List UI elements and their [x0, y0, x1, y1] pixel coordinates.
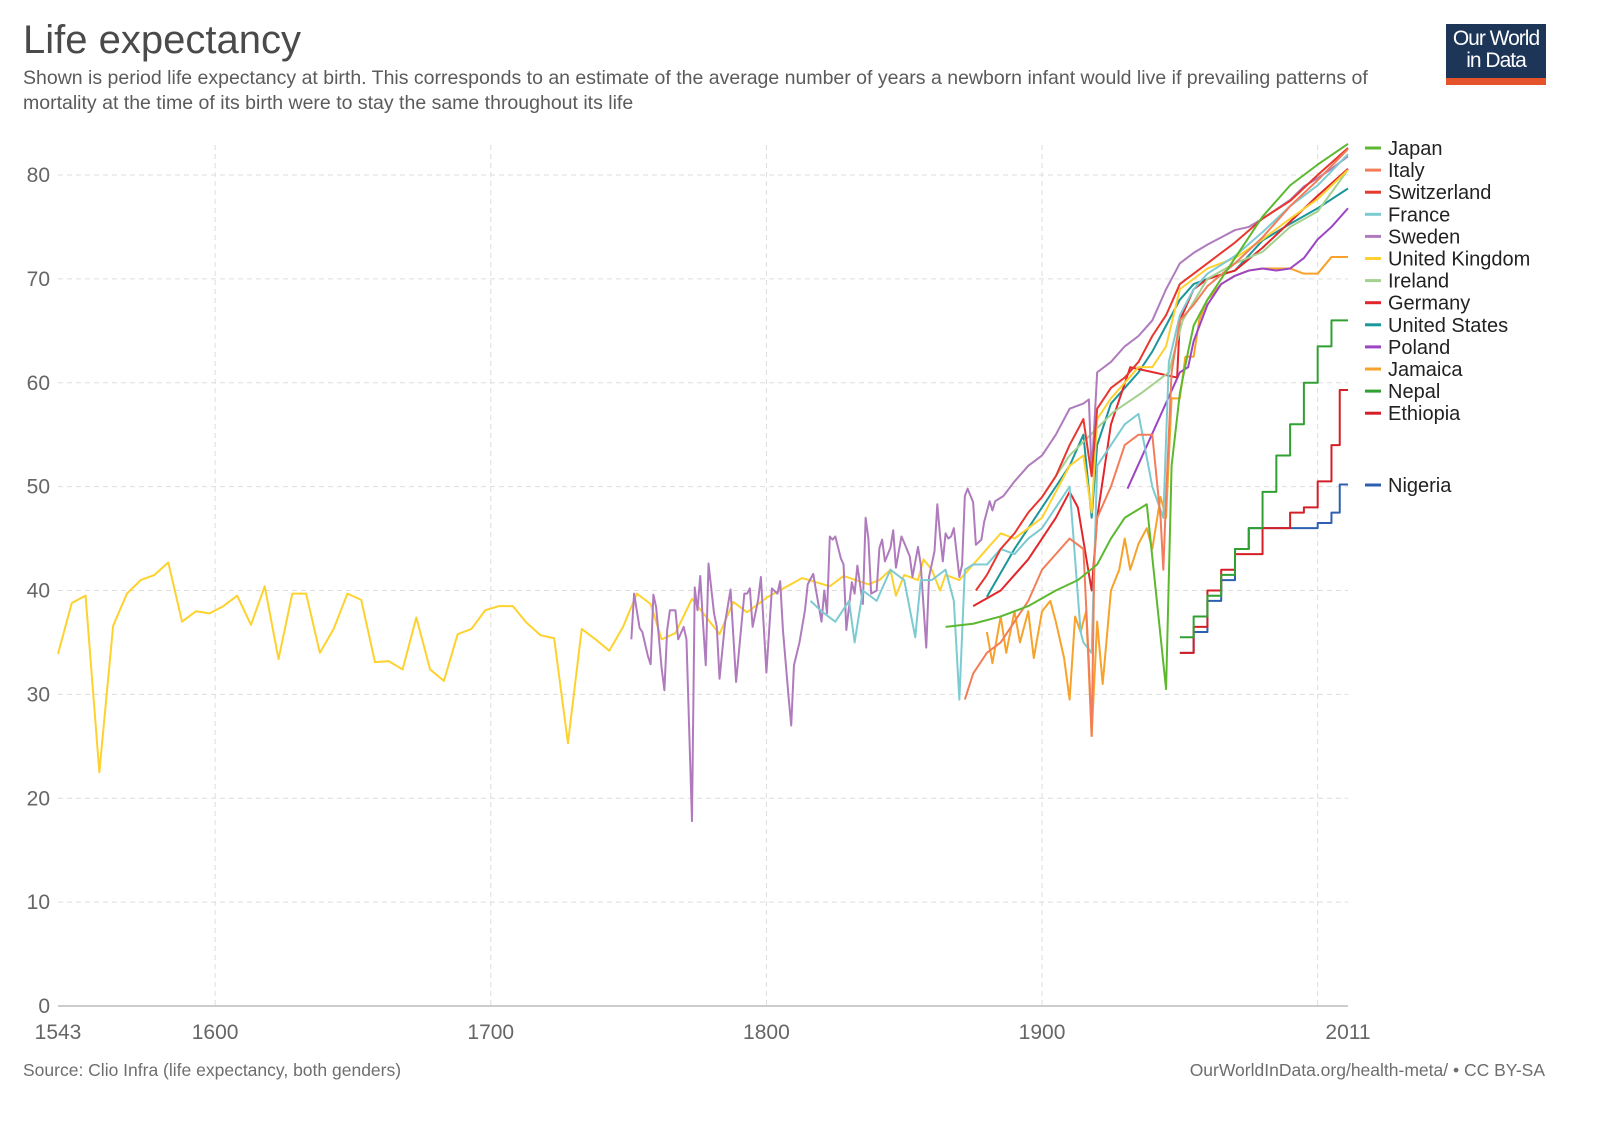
- series-line-germany[interactable]: [972, 168, 1349, 607]
- legend-item[interactable]: France: [1365, 204, 1450, 226]
- legend-label: United Kingdom: [1388, 249, 1530, 271]
- chart-title: Life expectancy: [23, 18, 301, 62]
- legend-item[interactable]: Ireland: [1365, 271, 1449, 293]
- y-tick-label: 20: [27, 787, 50, 810]
- series-line-united-states[interactable]: [986, 187, 1349, 598]
- source-note: Source: Clio Infra (life expectancy, bot…: [23, 1060, 402, 1080]
- logo-accent-bar: [1446, 78, 1546, 85]
- legend-item[interactable]: United Kingdom: [1365, 249, 1530, 271]
- x-tick-label: 1600: [192, 1021, 239, 1044]
- legend-label: Poland: [1388, 337, 1450, 359]
- y-tick-label: 30: [27, 683, 50, 706]
- series-line-sweden[interactable]: [630, 155, 1349, 823]
- y-tick-label: 50: [27, 476, 50, 499]
- legend-item[interactable]: Germany: [1365, 293, 1470, 315]
- logo-line-2: in Data: [1466, 49, 1527, 72]
- legend-label: Nepal: [1388, 381, 1440, 403]
- legend-label: Jamaica: [1388, 359, 1463, 381]
- legend-label: Sweden: [1388, 226, 1460, 248]
- legend-item[interactable]: United States: [1365, 315, 1508, 337]
- legend-label: Italy: [1388, 160, 1425, 182]
- logo-line-1: Our World: [1452, 27, 1540, 50]
- y-tick-label: 70: [27, 268, 50, 291]
- legend-label: United States: [1388, 315, 1508, 337]
- legend-label: Ireland: [1388, 271, 1449, 293]
- y-tick-label: 60: [27, 372, 50, 395]
- series-line-ireland[interactable]: [1041, 169, 1349, 498]
- x-tick-label: 2011: [1325, 1021, 1370, 1044]
- legend-item[interactable]: Switzerland: [1365, 182, 1491, 204]
- y-tick-label: 10: [27, 891, 50, 914]
- legend-item[interactable]: Poland: [1365, 337, 1450, 359]
- series-line-switzerland[interactable]: [975, 147, 1349, 592]
- y-tick-label: 0: [38, 995, 50, 1018]
- series-line-ethiopia[interactable]: [1179, 389, 1348, 654]
- legend-item[interactable]: Jamaica: [1365, 359, 1463, 381]
- legend-item[interactable]: Nepal: [1365, 381, 1440, 403]
- series-line-japan[interactable]: [945, 143, 1349, 691]
- x-tick-label: 1900: [1019, 1021, 1066, 1044]
- series-line-poland[interactable]: [1126, 207, 1349, 490]
- x-tick-label: 1543: [35, 1021, 82, 1044]
- series-line-italy[interactable]: [963, 148, 1349, 737]
- footer-link[interactable]: OurWorldInData.org/health-meta/ • CC BY-…: [1189, 1060, 1545, 1080]
- legend-label: Nigeria: [1388, 475, 1452, 497]
- legend-item[interactable]: Sweden: [1365, 226, 1460, 248]
- series-line-nepal[interactable]: [1179, 319, 1348, 639]
- owid-logo[interactable]: Our World in Data: [1446, 24, 1546, 85]
- legend-label: Switzerland: [1388, 182, 1491, 204]
- legend-item[interactable]: Nigeria: [1365, 475, 1452, 497]
- y-tick-label: 80: [27, 164, 50, 187]
- legend-label: Japan: [1388, 138, 1443, 160]
- series-line-united-kingdom[interactable]: [57, 169, 1349, 774]
- legend-label: Ethiopia: [1388, 403, 1461, 425]
- x-tick-label: 1700: [467, 1021, 514, 1044]
- chart-subtitle: Shown is period life expectancy at birth…: [23, 67, 1368, 114]
- legend-label: France: [1388, 204, 1450, 226]
- y-tick-label: 40: [27, 580, 50, 603]
- legend-item[interactable]: Ethiopia: [1365, 403, 1461, 425]
- series-line-france[interactable]: [809, 153, 1349, 701]
- x-tick-label: 1800: [743, 1021, 790, 1044]
- legend-item[interactable]: Japan: [1365, 138, 1443, 160]
- legend-label: Germany: [1388, 293, 1470, 315]
- legend-item[interactable]: Italy: [1365, 160, 1425, 182]
